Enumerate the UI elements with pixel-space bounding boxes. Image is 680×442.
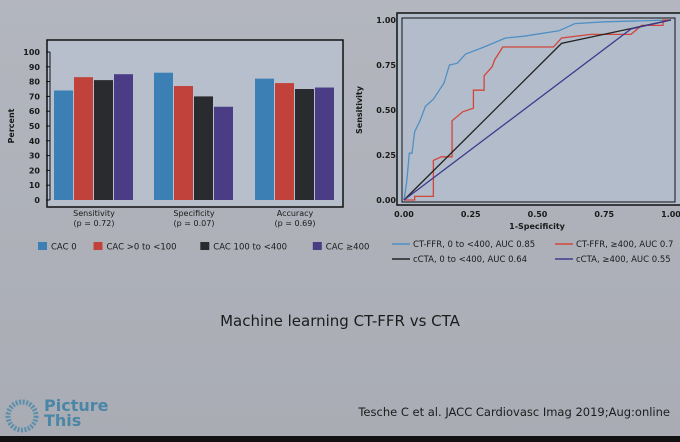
bar-cac-0-to-100	[74, 77, 93, 200]
y-tick-label: 80	[29, 78, 41, 87]
legend-label: CT-FFR, ≥400, AUC 0.7	[576, 240, 673, 250]
legend-label: cCTA, 0 to <400, AUC 0.64	[413, 255, 527, 265]
y-tick-label: 30	[29, 152, 41, 161]
bar-cac-0	[54, 90, 73, 200]
roc-curve-ct-ffr-0-to-400-auc-0-85	[403, 19, 672, 201]
category-pvalue: (p = 0.72)	[74, 219, 115, 228]
bar-cac-100-to-400	[194, 96, 213, 200]
bar-cac-0-to-100	[174, 86, 193, 200]
roc-panel-frame	[396, 12, 680, 206]
legend-label: CAC ≥400	[326, 243, 370, 253]
x-tick-label: 1.00	[661, 210, 680, 219]
y-tick-label: 0.25	[376, 151, 396, 160]
y-tick-label: 90	[29, 63, 41, 72]
player-bar	[0, 436, 680, 442]
legend-swatch	[312, 242, 322, 250]
category-label: Accuracy	[277, 209, 314, 218]
y-tick-label: 0.00	[376, 196, 396, 205]
y-tick-label: 1.00	[376, 16, 396, 25]
logo-ring-icon	[5, 399, 39, 433]
y-tick-label: 0.50	[376, 106, 396, 115]
legend-swatch	[200, 242, 210, 250]
x-axis-label: 1-Specificity	[509, 222, 566, 231]
roc-curve-ct-ffr-400-auc-0-7	[404, 19, 671, 201]
y-axis-label: Sensitivity	[355, 85, 364, 134]
legend-label: cCTA, ≥400, AUC 0.55	[576, 255, 671, 265]
picture-this-logo: Picture This	[2, 398, 122, 438]
y-tick-label: 60	[29, 107, 41, 116]
legend-label: CAC >0 to <100	[107, 243, 177, 253]
legend-swatch	[93, 242, 103, 250]
y-tick-label: 10	[29, 181, 41, 190]
x-tick-label: 0.00	[394, 210, 414, 219]
y-tick-label: 0	[34, 196, 40, 205]
legend-label: CAC 0	[51, 243, 77, 253]
x-tick-label: 0.25	[461, 210, 481, 219]
citation: Tesche C et al. JACC Cardiovasc Imag 201…	[358, 405, 670, 419]
y-tick-label: 70	[29, 92, 41, 101]
bar-cac-400	[214, 106, 233, 200]
category-pvalue: (p = 0.07)	[174, 219, 215, 228]
y-tick-label: 50	[29, 122, 41, 131]
bar-cac-100-to-400	[94, 80, 113, 200]
category-pvalue: (p = 0.69)	[275, 219, 316, 228]
category-label: Sensitivity	[73, 209, 115, 218]
bar-cac-0-to-100	[275, 83, 294, 200]
y-tick-label: 40	[29, 137, 41, 146]
legend-label: CAC 100 to <400	[213, 243, 287, 253]
x-tick-label: 0.50	[528, 210, 548, 219]
category-label: Specificity	[173, 209, 214, 218]
y-axis-label: Percent	[7, 108, 16, 143]
y-tick-label: 100	[23, 48, 40, 57]
y-tick-label: 0.75	[376, 61, 396, 70]
bar-cac-100-to-400	[295, 89, 314, 200]
bar-cac-400	[315, 87, 334, 200]
roc-plot-frame	[401, 17, 676, 203]
bar-cac-0	[154, 72, 173, 200]
legend-label: CT-FFR, 0 to <400, AUC 0.85	[413, 240, 535, 250]
roc-curve-ccta-400-auc-0-55	[403, 19, 672, 201]
slide-title: Machine learning CT-FFR vs CTA	[220, 312, 460, 330]
bar-cac-400	[114, 74, 133, 200]
x-tick-label: 0.75	[594, 210, 614, 219]
legend-swatch	[38, 242, 47, 250]
bar-cac-0	[255, 78, 274, 200]
y-tick-label: 20	[29, 166, 41, 175]
